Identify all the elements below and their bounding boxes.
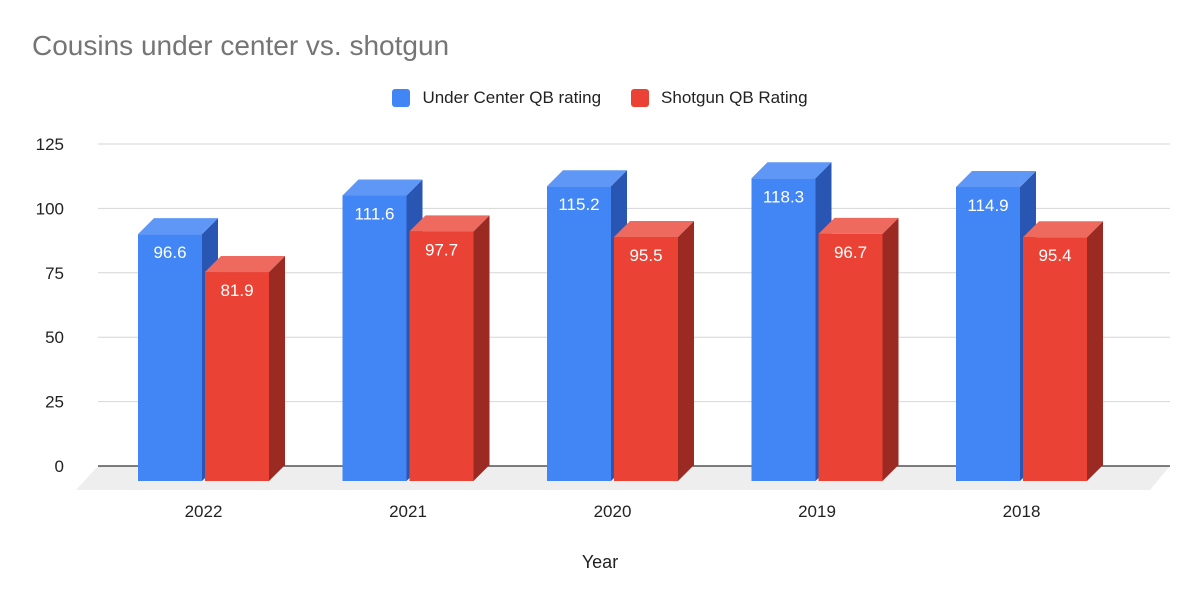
y-tick-label: 50 (45, 328, 64, 347)
bar-top (956, 171, 1036, 188)
data-label: 97.7 (425, 240, 458, 259)
bar (751, 178, 816, 481)
bar (1023, 237, 1087, 481)
data-label: 81.9 (220, 281, 253, 300)
y-tick-label: 0 (55, 457, 64, 476)
data-label: 111.6 (354, 205, 394, 224)
bar-top (751, 162, 832, 179)
y-tick-label: 100 (36, 199, 64, 218)
bar (409, 231, 474, 481)
bar-top (138, 218, 218, 235)
bar (547, 186, 611, 481)
bar-side (678, 220, 694, 481)
y-tick-label: 25 (45, 393, 64, 412)
x-tick-label: 2021 (389, 502, 427, 521)
data-label: 96.7 (834, 243, 867, 262)
chart-title: Cousins under center vs. shotgun (32, 30, 450, 61)
legend-swatch-shotgun (631, 89, 650, 107)
bar-top (1023, 221, 1103, 238)
x-tick-label: 2019 (798, 502, 836, 521)
bar (342, 195, 407, 481)
legend-item-shotgun[interactable]: Shotgun QB Rating (631, 88, 808, 108)
legend-swatch-under-center (392, 89, 411, 107)
legend: Under Center QB rating Shotgun QB Rating (0, 88, 1200, 108)
data-label: 114.9 (967, 196, 1008, 215)
y-tick-label: 75 (45, 264, 64, 283)
x-tick-label: 2020 (594, 502, 632, 521)
bar-top (614, 220, 694, 237)
bar-side (473, 215, 490, 481)
x-axis-title: Year (581, 552, 619, 572)
y-tick-label: 125 (36, 135, 64, 154)
data-label: 118.3 (763, 187, 804, 206)
bar-top (205, 256, 285, 273)
legend-item-under-center[interactable]: Under Center QB rating (392, 88, 601, 108)
bar (956, 187, 1020, 482)
x-tick-label: 2018 (1003, 502, 1041, 521)
legend-label-shotgun: Shotgun QB Rating (661, 88, 808, 107)
bar-top (409, 215, 490, 232)
bar-top (547, 170, 627, 187)
x-tick-label: 2022 (185, 502, 223, 521)
data-label: 95.5 (629, 246, 662, 265)
bar-side (882, 217, 899, 481)
data-label: 96.6 (153, 243, 186, 262)
bar (614, 236, 678, 481)
bar-side (269, 256, 285, 481)
bar (138, 234, 202, 481)
bar-top (342, 179, 423, 196)
data-label: 95.4 (1038, 246, 1071, 265)
bar-side (1087, 221, 1103, 481)
data-label: 115.2 (558, 195, 599, 214)
legend-label-under-center: Under Center QB rating (422, 88, 602, 107)
bar (818, 233, 883, 481)
bar-top (818, 217, 899, 234)
bar (205, 272, 269, 481)
